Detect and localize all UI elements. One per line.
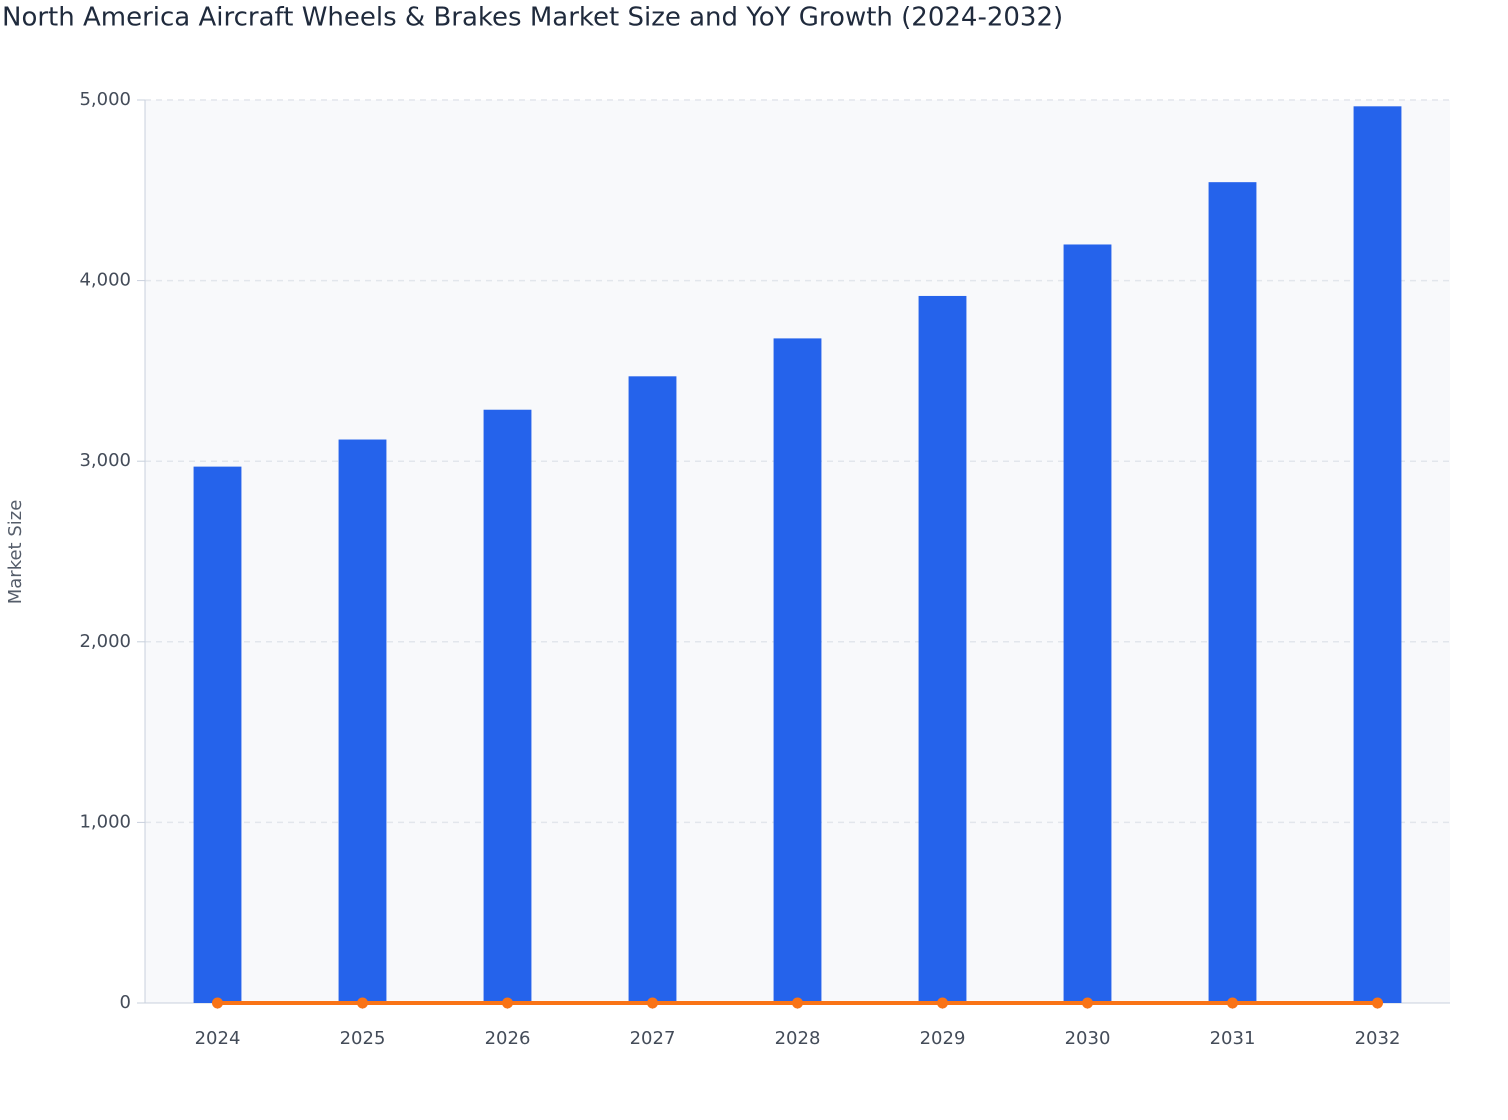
y-tick-label: 0 [120,992,131,1013]
bar [918,295,967,1003]
line-point [1372,997,1383,1009]
line-point [357,997,368,1009]
chart-title: North America Aircraft Wheels & Brakes M… [2,3,1063,33]
line-point [502,997,513,1009]
bar [628,376,677,1003]
bar [338,439,387,1003]
x-tick-label: 2032 [1355,1028,1401,1049]
bar [1208,182,1257,1004]
x-tick-label: 2027 [630,1028,676,1049]
y-tick-label: 3,000 [79,450,131,471]
bar [193,466,242,1003]
bar [1063,244,1112,1004]
y-axis-label: Market Size [5,500,26,605]
y-tick-label: 1,000 [79,811,131,832]
y-tick-label: 4,000 [79,270,131,291]
bar [773,338,822,1004]
bar [1353,106,1402,1004]
x-tick-label: 2029 [920,1028,966,1049]
x-tick-label: 2028 [775,1028,821,1049]
x-tick-label: 2024 [195,1028,241,1049]
line-point [1227,997,1238,1009]
x-tick-label: 2031 [1210,1028,1256,1049]
line-point [647,997,658,1009]
line-point [1082,997,1093,1009]
line-point [792,997,803,1009]
bar [483,409,532,1003]
y-tick-label: 2,000 [79,631,131,652]
x-tick-label: 2025 [340,1028,386,1049]
line-point [212,997,223,1009]
x-tick-label: 2030 [1065,1028,1111,1049]
x-tick-label: 2026 [485,1028,531,1049]
y-tick-label: 5,000 [79,89,131,110]
line-point [937,997,948,1009]
